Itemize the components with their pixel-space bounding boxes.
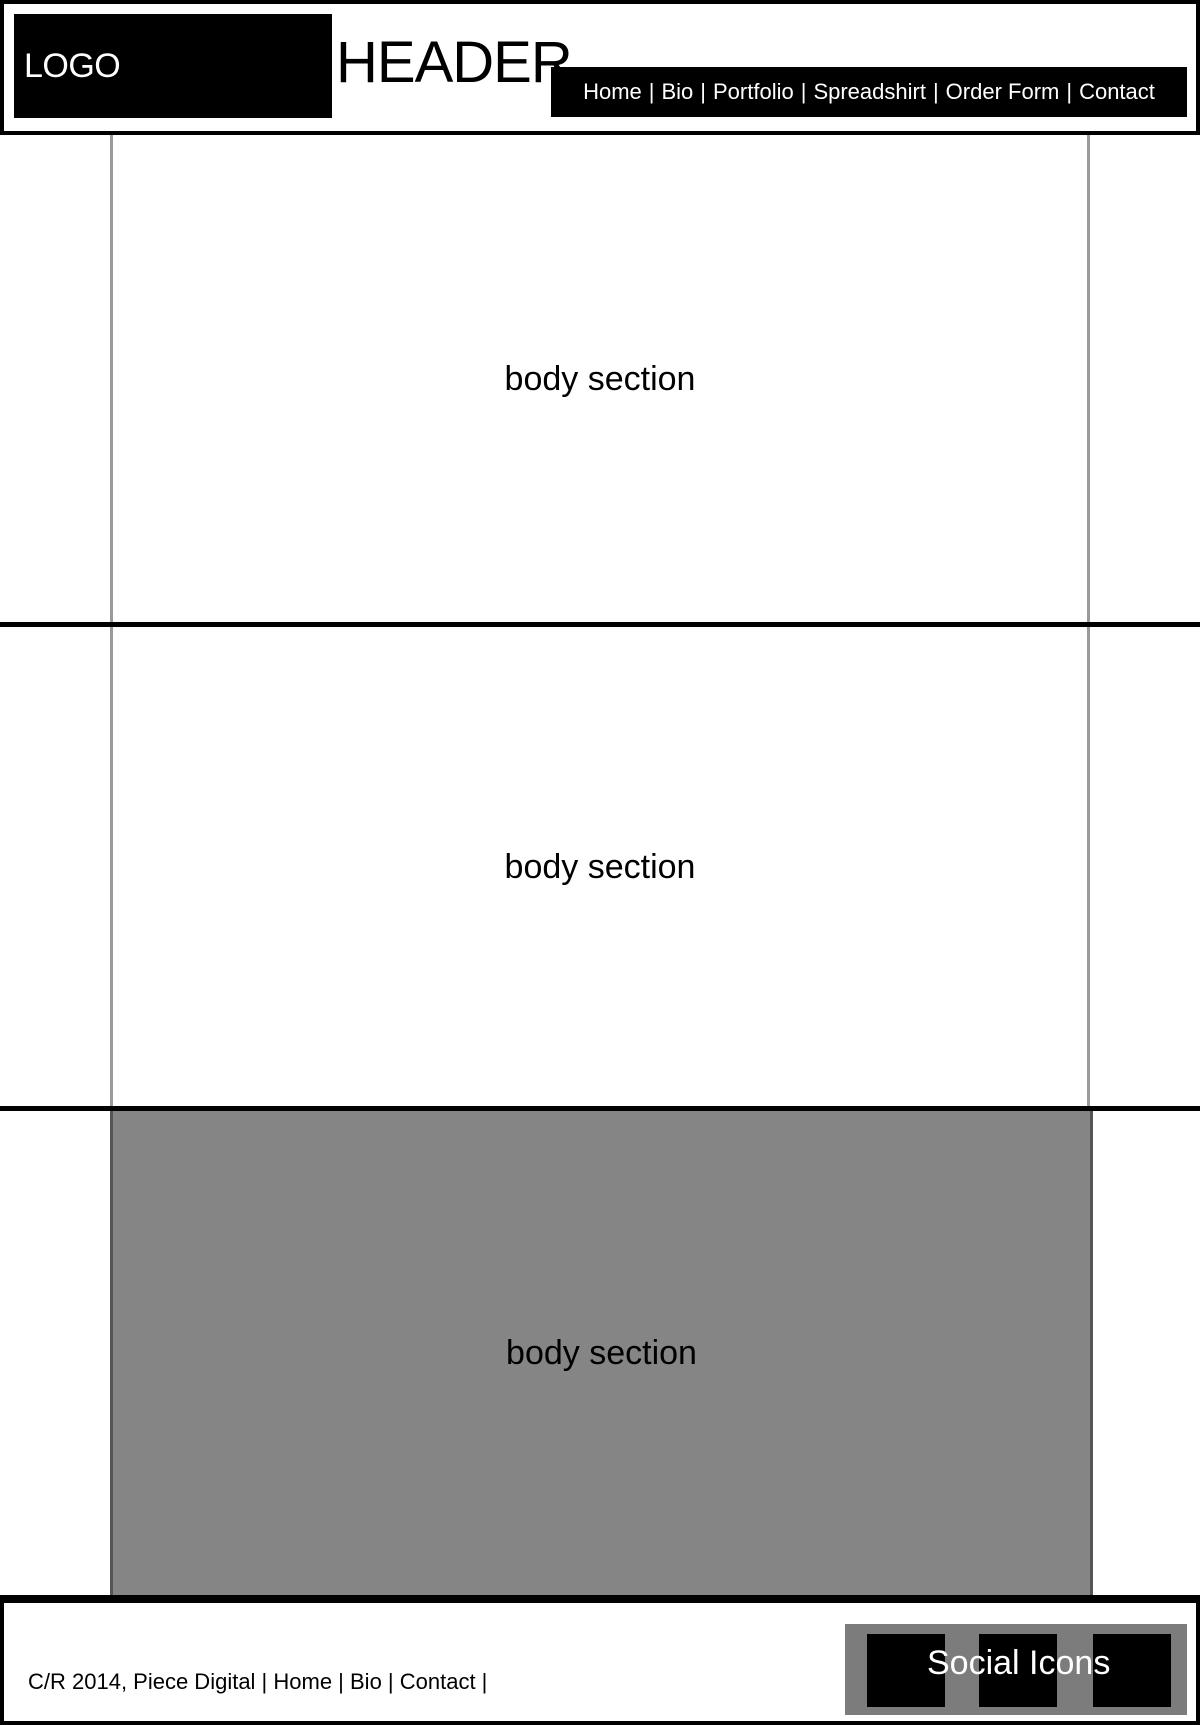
header-title: HEADER [336, 30, 573, 95]
body-section-label: body section [504, 359, 696, 398]
body-section-2: body section [113, 627, 1087, 1107]
nav-separator: | [800, 79, 807, 104]
nav-item-order-form[interactable]: Order Form [945, 79, 1060, 104]
body-section-1: body section [113, 135, 1087, 623]
social-icon[interactable] [979, 1634, 1057, 1707]
site-header: LOGO HEADER Home | Bio | Portfolio | Spr… [0, 0, 1200, 135]
footer-copyright-links[interactable]: C/R 2014, Piece Digital | Home | Bio | C… [28, 1669, 488, 1694]
site-footer: C/R 2014, Piece Digital | Home | Bio | C… [0, 1595, 1200, 1725]
social-icons-label: Social Icons [927, 1644, 1111, 1682]
nav-item-spreadshirt[interactable]: Spreadshirt [813, 79, 926, 104]
main-nav: Home | Bio | Portfolio | Spreadshirt | O… [551, 67, 1187, 117]
nav-separator: | [648, 79, 655, 104]
social-icon[interactable] [1093, 1634, 1171, 1707]
nav-item-home[interactable]: Home [583, 79, 642, 104]
body-section-3: body section [110, 1111, 1093, 1595]
body-section-label: body section [506, 1333, 697, 1372]
section-divider [0, 1106, 1200, 1111]
logo[interactable]: LOGO [14, 14, 332, 118]
nav-item-bio[interactable]: Bio [661, 79, 694, 104]
nav-item-portfolio[interactable]: Portfolio [713, 79, 794, 104]
nav-separator: | [932, 79, 939, 104]
nav-separator: | [1066, 79, 1073, 104]
body-section-label: body section [504, 847, 696, 886]
logo-text: LOGO [24, 46, 121, 85]
nav-separator: | [700, 79, 706, 104]
section-divider [0, 622, 1200, 627]
social-icon[interactable] [867, 1634, 945, 1707]
social-icons-bar: Social Icons [845, 1624, 1187, 1715]
nav-item-contact[interactable]: Contact [1079, 79, 1155, 104]
